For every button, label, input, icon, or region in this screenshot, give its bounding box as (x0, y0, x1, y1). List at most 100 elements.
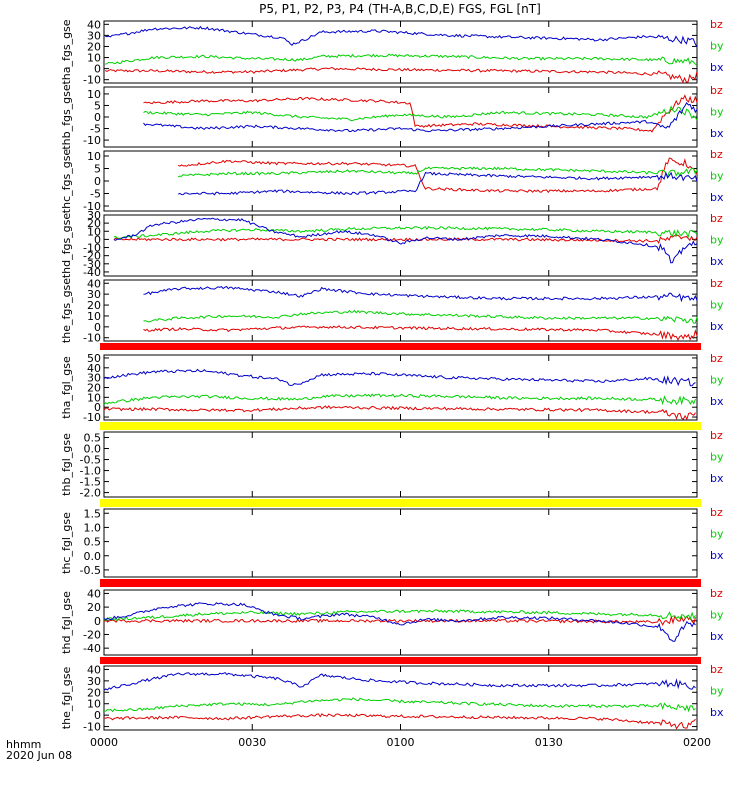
legend-bz: bz (710, 277, 723, 290)
legend-bx: bx (710, 472, 724, 485)
legend-by: by (710, 170, 724, 183)
y-tick-label: -5 (90, 188, 101, 201)
y-tick-label: -40 (83, 642, 101, 655)
legend-bz: bz (710, 18, 723, 31)
y-tick-label: -20 (83, 250, 101, 263)
y-tick-label: -40 (83, 266, 101, 279)
series-bx (103, 368, 696, 387)
y-tick-label: -10 (83, 332, 101, 345)
y-tick-label: 10 (87, 52, 101, 65)
panel-separator-bar (100, 343, 701, 350)
legend-bz: bz (710, 148, 723, 161)
series-bz (103, 614, 696, 626)
x-tick-label: 0200 (683, 736, 711, 749)
series-bx (177, 171, 698, 196)
x-tick-label: 0030 (238, 736, 266, 749)
legend-bx: bx (710, 191, 724, 204)
series-bz (143, 325, 698, 341)
legend-bx: bx (710, 127, 724, 140)
series-by (103, 697, 696, 713)
panel-frame (103, 86, 698, 148)
series-bx (143, 102, 698, 133)
y-tick-label: -10 (83, 242, 101, 255)
panel-separator-bar (100, 422, 701, 430)
series-bz (103, 405, 696, 421)
y-tick-label: 30 (87, 675, 101, 688)
y-tick-label: 20 (87, 299, 101, 312)
y-tick-label: 10 (87, 391, 101, 404)
legend-bz: bz (710, 663, 723, 676)
y-tick-label: 0.0 (84, 443, 102, 456)
y-axis-label: thc_fgl_gse (60, 512, 73, 574)
legend-bz: bz (710, 429, 723, 442)
y-tick-label: 0 (94, 175, 101, 188)
x-tick-label: 0000 (90, 736, 118, 749)
y-axis-label: the_fgl_gse (60, 667, 73, 730)
series-by (105, 53, 698, 66)
panel-separator-bar (100, 579, 701, 587)
y-tick-label: -0.5 (80, 564, 101, 577)
panel-frame (103, 20, 698, 84)
y-tick-label: 30 (87, 209, 101, 222)
panel-separator-bar (100, 657, 701, 664)
legend-bx: bx (710, 630, 724, 643)
panel-frame (103, 665, 698, 731)
y-tick-label: 1.0 (84, 521, 102, 534)
panel-frame (103, 279, 698, 342)
date-label: 2020 Jun 08 (6, 749, 72, 762)
y-axis-label: the_fgs_gse (60, 278, 73, 343)
legend-bz: bz (710, 84, 723, 97)
series-by (143, 309, 698, 324)
legend-by: by (710, 685, 724, 698)
y-axis-label: tha_fgl_gse (60, 356, 73, 419)
y-tick-label: 40 (87, 18, 101, 31)
x-tick-label: 0130 (535, 736, 563, 749)
y-tick-label: 40 (87, 277, 101, 290)
y-axis-label: thd_fgl_gse (60, 591, 73, 654)
y-tick-label: 20 (87, 601, 101, 614)
legend-by: by (710, 451, 724, 464)
y-tick-label: 0.5 (84, 536, 102, 549)
y-tick-label: 0 (94, 615, 101, 628)
legend-by: by (710, 40, 724, 53)
legend-bz: bz (710, 587, 723, 600)
legend-bz: bz (710, 506, 723, 519)
y-tick-label: -2.0 (80, 487, 101, 500)
y-axis-label: thc_fgs_gse (60, 149, 73, 214)
y-tick-label: 5 (94, 163, 101, 176)
y-tick-label: 20 (87, 686, 101, 699)
series-by (113, 226, 698, 240)
y-tick-label: 30 (87, 29, 101, 42)
y-tick-label: 20 (87, 217, 101, 230)
series-by (177, 166, 698, 178)
y-tick-label: -1.5 (80, 476, 101, 489)
y-tick-label: 10 (87, 698, 101, 711)
chart-title: P5, P1, P2, P3, P4 (TH-A,B,C,D,E) FGS, F… (259, 2, 541, 16)
panel-frame (103, 431, 698, 498)
y-tick-label: -10 (83, 134, 101, 147)
legend-by: by (710, 234, 724, 247)
y-tick-label: -30 (83, 258, 101, 271)
series-bz (103, 713, 696, 730)
series-bx (105, 25, 698, 48)
series-bz (104, 66, 698, 84)
y-tick-label: 10 (87, 310, 101, 323)
y-tick-label: 0 (94, 233, 101, 246)
time-axis-label: hhmm (6, 738, 41, 751)
series-by (103, 393, 696, 406)
series-bx (103, 602, 696, 642)
series-bz (143, 94, 698, 133)
y-tick-label: 0 (94, 63, 101, 76)
y-tick-label: -5 (90, 123, 101, 136)
y-tick-label: 40 (87, 362, 101, 375)
y-tick-label: -20 (83, 628, 101, 641)
legend-by: by (710, 299, 724, 312)
panel-separator-bar (100, 499, 701, 507)
y-tick-label: -10 (83, 74, 101, 87)
